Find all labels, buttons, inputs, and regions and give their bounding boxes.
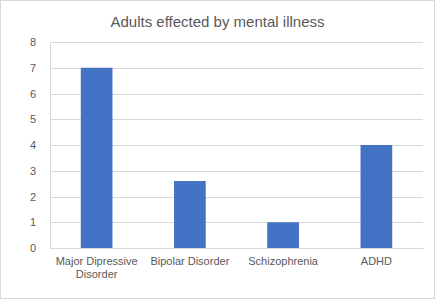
label-line: Disorder: [76, 268, 118, 280]
bars: [81, 68, 392, 248]
y-tick-label: 1: [30, 216, 36, 228]
y-tick-label: 4: [30, 139, 36, 151]
x-tick: Schizophrenia: [248, 255, 319, 267]
y-tick: 8: [30, 36, 36, 48]
chart-container: Adults effected by mental illness 0 1 2 3 4 5 6…: [0, 0, 435, 299]
y-tick-label: 3: [30, 165, 36, 177]
grid: [50, 43, 423, 249]
y-axis: 0 1 2 3 4 5 6 7 8: [30, 36, 51, 254]
x-tick-label: Schizophrenia: [248, 255, 319, 267]
y-tick-label: 6: [30, 88, 36, 100]
y-tick: 6: [30, 88, 36, 100]
x-tick: Major DipressiveDisorder: [56, 255, 138, 280]
x-axis: Major DipressiveDisorder Bipolar Disorder…: [51, 249, 424, 281]
grid-line: [50, 248, 423, 249]
y-tick: 1: [30, 216, 36, 228]
y-tick: 7: [30, 62, 36, 74]
y-tick: 5: [30, 113, 36, 125]
y-tick: 0: [30, 242, 36, 254]
x-tick-label: ADHD: [361, 255, 392, 267]
x-axis-line: [51, 248, 424, 249]
bar: [267, 222, 299, 248]
label-line: Bipolar Disorder: [150, 255, 229, 267]
bar: [81, 68, 113, 248]
label-line: Schizophrenia: [248, 255, 319, 267]
label-line: ADHD: [361, 255, 392, 267]
y-tick: 4: [30, 139, 36, 151]
bar: [361, 145, 393, 248]
chart-title: Adults effected by mental illness: [110, 13, 324, 30]
chart-svg: Adults effected by mental illness 0 1 2 3 4 5 6…: [0, 0, 435, 299]
y-axis-line: [50, 43, 51, 249]
y-tick: 2: [30, 191, 36, 203]
bar: [174, 181, 206, 248]
y-tick-label: 0: [30, 242, 36, 254]
y-tick-label: 2: [30, 191, 36, 203]
x-tick: ADHD: [361, 255, 392, 267]
y-tick-label: 5: [30, 113, 36, 125]
x-tick: Bipolar Disorder: [150, 255, 229, 267]
chart-background: [1, 1, 435, 299]
y-tick: 3: [30, 165, 36, 177]
x-tick-label: Major DipressiveDisorder: [56, 255, 138, 280]
grid-line: [50, 42, 423, 43]
y-tick-label: 7: [30, 62, 36, 74]
x-tick-label: Bipolar Disorder: [150, 255, 229, 267]
label-line: Major Dipressive: [56, 255, 138, 267]
y-tick-label: 8: [30, 36, 36, 48]
